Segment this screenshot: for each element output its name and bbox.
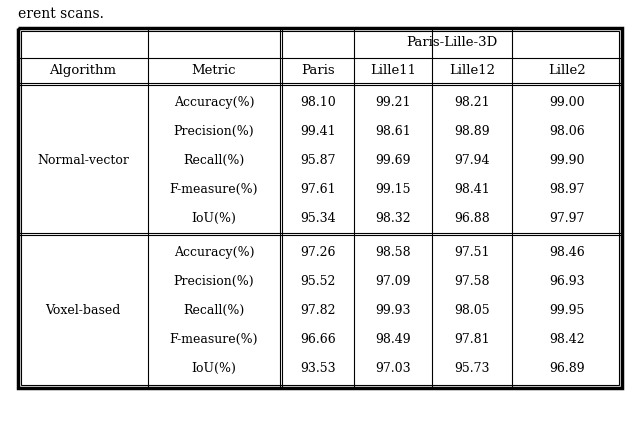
Text: 99.69: 99.69: [375, 154, 411, 167]
Text: Accuracy(%): Accuracy(%): [173, 246, 254, 259]
Text: Normal-vector: Normal-vector: [37, 154, 129, 167]
Text: F-measure(%): F-measure(%): [170, 333, 259, 346]
Text: Recall(%): Recall(%): [184, 304, 244, 317]
Text: 98.32: 98.32: [375, 212, 411, 225]
Text: 98.05: 98.05: [454, 304, 490, 317]
Text: 97.26: 97.26: [300, 246, 336, 259]
Text: 98.97: 98.97: [549, 183, 585, 196]
Text: 98.49: 98.49: [375, 333, 411, 346]
Text: 97.81: 97.81: [454, 333, 490, 346]
Text: 97.51: 97.51: [454, 246, 490, 259]
Text: 96.93: 96.93: [549, 275, 585, 288]
Text: IoU(%): IoU(%): [191, 362, 236, 375]
Text: IoU(%): IoU(%): [191, 212, 236, 225]
Text: 98.46: 98.46: [549, 246, 585, 259]
Text: 98.10: 98.10: [300, 96, 336, 109]
Text: 97.94: 97.94: [454, 154, 490, 167]
Text: Precision(%): Precision(%): [173, 125, 254, 138]
Text: 93.53: 93.53: [300, 362, 336, 375]
Text: 99.90: 99.90: [549, 154, 585, 167]
Text: Precision(%): Precision(%): [173, 275, 254, 288]
Text: Recall(%): Recall(%): [184, 154, 244, 167]
Text: 97.58: 97.58: [454, 275, 490, 288]
Text: 99.15: 99.15: [375, 183, 411, 196]
Text: Lille2: Lille2: [548, 64, 586, 77]
Text: 95.87: 95.87: [300, 154, 336, 167]
Text: 97.61: 97.61: [300, 183, 336, 196]
Text: 98.58: 98.58: [375, 246, 411, 259]
Text: 98.42: 98.42: [549, 333, 585, 346]
Text: Lille12: Lille12: [449, 64, 495, 77]
Text: 96.89: 96.89: [549, 362, 585, 375]
Text: 97.09: 97.09: [375, 275, 411, 288]
Text: Paris: Paris: [301, 64, 335, 77]
Text: 95.73: 95.73: [454, 362, 490, 375]
Text: 99.93: 99.93: [375, 304, 411, 317]
Text: 99.00: 99.00: [549, 96, 585, 109]
Text: 99.21: 99.21: [375, 96, 411, 109]
Text: 98.89: 98.89: [454, 125, 490, 138]
Text: 98.41: 98.41: [454, 183, 490, 196]
Text: 97.03: 97.03: [375, 362, 411, 375]
Text: Paris-Lille-3D: Paris-Lille-3D: [406, 36, 498, 49]
Text: 95.34: 95.34: [300, 212, 336, 225]
Text: 95.52: 95.52: [300, 275, 336, 288]
Text: 98.61: 98.61: [375, 125, 411, 138]
Text: Voxel-based: Voxel-based: [45, 304, 121, 317]
Text: 99.41: 99.41: [300, 125, 336, 138]
Text: 98.21: 98.21: [454, 96, 490, 109]
Text: erent scans.: erent scans.: [18, 7, 104, 21]
Text: Lille11: Lille11: [370, 64, 416, 77]
Text: 97.97: 97.97: [549, 212, 585, 225]
Text: 96.88: 96.88: [454, 212, 490, 225]
Text: F-measure(%): F-measure(%): [170, 183, 259, 196]
Text: 96.66: 96.66: [300, 333, 336, 346]
Text: Metric: Metric: [192, 64, 236, 77]
Text: 97.82: 97.82: [300, 304, 336, 317]
Text: 99.95: 99.95: [549, 304, 585, 317]
Text: 98.06: 98.06: [549, 125, 585, 138]
Text: Algorithm: Algorithm: [49, 64, 116, 77]
Text: Accuracy(%): Accuracy(%): [173, 96, 254, 109]
